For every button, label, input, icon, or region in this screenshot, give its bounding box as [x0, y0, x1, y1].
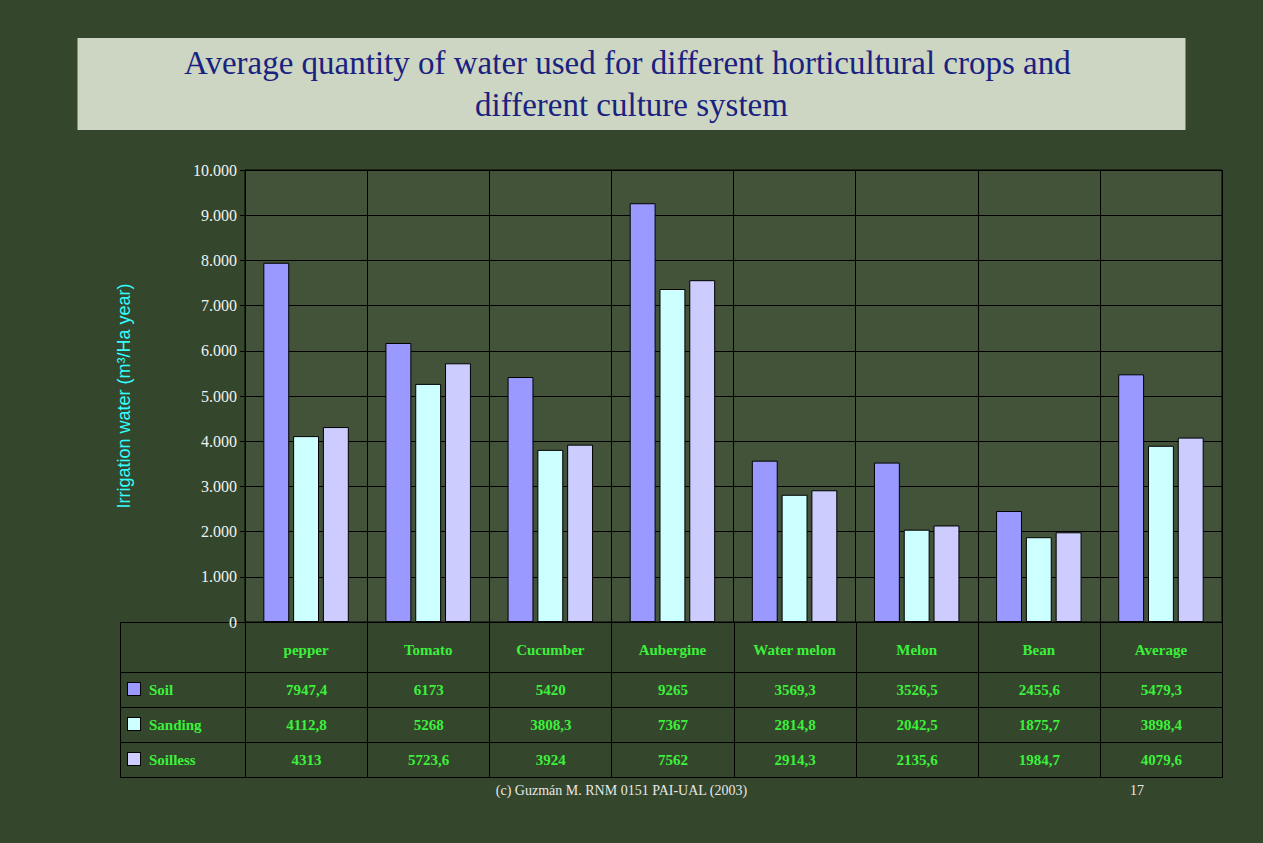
html-text:2042,5: 2042,5 — [896, 716, 938, 733]
svg-text:Tomato: Tomato — [404, 642, 453, 658]
html-text:5479,3: 5479,3 — [1140, 681, 1183, 698]
html-text:3924: 3924 — [535, 751, 566, 768]
svg-text:Bean: Bean — [1023, 642, 1056, 658]
svg-text:Average quantity of water used: Average quantity of water used for diffe… — [184, 45, 1079, 81]
html-text:Sanding: Sanding — [149, 716, 202, 733]
html-text:3526,5: 3526,5 — [896, 681, 938, 698]
html-text:(c) Guzmán M. RNM 0151 PAI-UAL: (c) Guzmán M. RNM 0151 PAI-UAL (2003) — [495, 783, 748, 798]
svg-text:4.000: 4.000 — [201, 433, 237, 450]
html-text:1984,7: 1984,7 — [1018, 751, 1060, 768]
svg-text:3.000: 3.000 — [201, 478, 237, 495]
svg-text:Cucumber: Cucumber — [516, 642, 585, 658]
svg-text:9.000: 9.000 — [201, 207, 237, 224]
svg-text:0: 0 — [229, 614, 237, 631]
html-text:17: 17 — [1130, 783, 1144, 798]
html-text:4079,6: 4079,6 — [1140, 751, 1183, 768]
html-text:Soilless: Soilless — [149, 751, 196, 768]
html-text:3808,3: 3808,3 — [530, 716, 572, 733]
svg-text:10.000: 10.000 — [193, 162, 237, 179]
html-text:2455,6: 2455,6 — [1018, 681, 1060, 698]
svg-text:Aubergine: Aubergine — [639, 642, 707, 658]
svg-text:Water melon: Water melon — [753, 642, 836, 658]
html-text:6173: 6173 — [413, 681, 444, 698]
html-text:4313: 4313 — [291, 751, 322, 768]
html-text:3569,3: 3569,3 — [774, 681, 816, 698]
html-text:4112,8: 4112,8 — [286, 716, 327, 733]
html-text:2914,3: 2914,3 — [774, 751, 816, 768]
html-text:5268: 5268 — [413, 716, 444, 733]
svg-text:5.000: 5.000 — [201, 388, 237, 405]
html-text:5420: 5420 — [535, 681, 566, 698]
svg-text:Melon: Melon — [896, 642, 937, 658]
svg-text:1.000: 1.000 — [201, 568, 237, 585]
html-text:5723,6: 5723,6 — [408, 751, 450, 768]
svg-text:Irrigation water (m³/Ha year): Irrigation water (m³/Ha year) — [114, 283, 134, 508]
html-text:7367: 7367 — [657, 716, 688, 733]
html-text:2814,8: 2814,8 — [774, 716, 816, 733]
html-text:7947,4: 7947,4 — [285, 681, 328, 698]
svg-text:different culture system: different culture system — [475, 87, 788, 123]
svg-text:2.000: 2.000 — [201, 523, 237, 540]
html-text:1875,7: 1875,7 — [1018, 716, 1060, 733]
svg-text:6.000: 6.000 — [201, 342, 237, 359]
svg-text:7.000: 7.000 — [201, 297, 237, 314]
html-text:2135,6: 2135,6 — [896, 751, 938, 768]
svg-text:pepper: pepper — [284, 642, 329, 658]
html-text:9265: 9265 — [657, 681, 688, 698]
svg-text:Average: Average — [1135, 642, 1188, 658]
svg-text:8.000: 8.000 — [201, 252, 237, 269]
html-text:7562: 7562 — [657, 751, 688, 768]
html-text:Soil: Soil — [149, 681, 174, 698]
html-text:3898,4: 3898,4 — [1140, 716, 1183, 733]
